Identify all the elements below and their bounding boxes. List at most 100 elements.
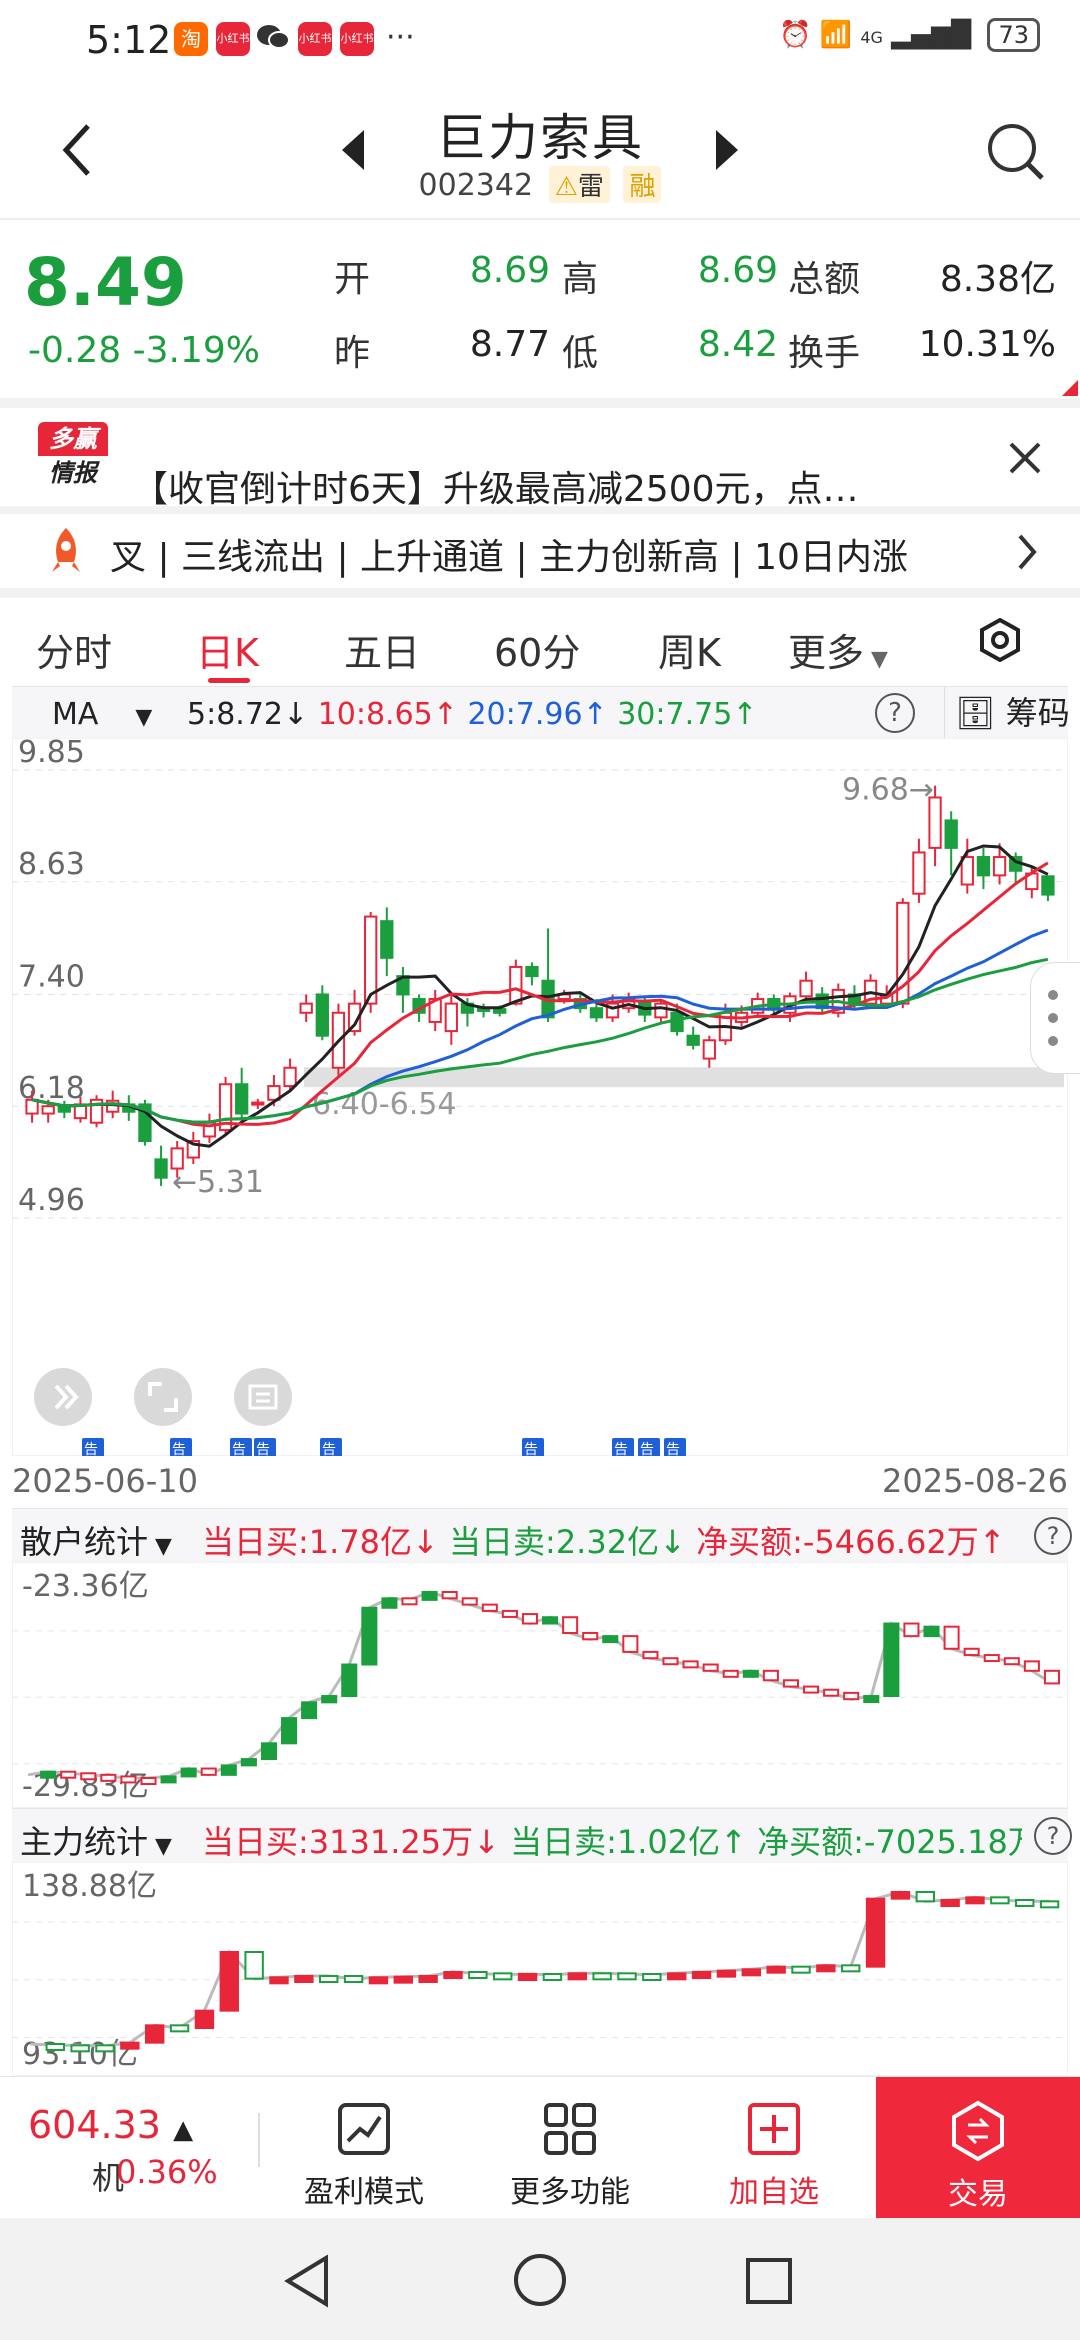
panel-bar [401, 1597, 418, 1606]
y-axis-label: 4.96 [18, 1183, 85, 1218]
start-date: 2025-06-10 [12, 1462, 198, 1500]
chip-distribution-button[interactable]: 🗄 筹码 [944, 687, 1080, 739]
candle [992, 856, 1007, 877]
kline-frame [12, 738, 1068, 1456]
add-watchlist-button[interactable]: 加自选 [694, 2099, 854, 2211]
retail-chart[interactable]: -23.36亿-29.83亿 [12, 1562, 1068, 1808]
next-stock-icon[interactable] [712, 128, 742, 172]
panel-bar [70, 2044, 90, 2053]
announcement-tag [82, 1438, 104, 1456]
tab-more[interactable]: 更多 ▼ [788, 622, 888, 677]
tab-60min[interactable]: 60分 [494, 631, 581, 675]
announcement-tag [664, 1438, 686, 1456]
nav-back-icon[interactable] [282, 2254, 332, 2308]
tab-intraday[interactable]: 分时 [36, 631, 113, 675]
panel-bar [803, 1685, 820, 1694]
close-icon[interactable] [1005, 438, 1045, 478]
help-icon[interactable]: ? [1034, 1817, 1072, 1855]
divider [0, 588, 1080, 598]
prev-stock-icon[interactable] [338, 128, 368, 172]
settings-icon[interactable] [978, 617, 1022, 663]
candle [928, 796, 942, 849]
panel-bar [95, 2044, 115, 2053]
help-icon[interactable]: ? [875, 693, 915, 733]
tab-weekly-k[interactable]: 周K [658, 631, 721, 675]
add-watchlist-label: 加自选 [729, 2175, 819, 2210]
ma30-value: 30:7.75↑ [617, 697, 758, 732]
panel-bar [169, 2024, 190, 2033]
tab-daily-k[interactable]: 日K [196, 631, 259, 675]
open-label: 开 [334, 259, 371, 300]
price-change: -0.28 -3.19% [28, 330, 260, 371]
draw-tool-icon[interactable] [234, 1368, 292, 1426]
kline-chart[interactable]: 9.858.637.406.184.966.40-6.549.68→←5.31告… [12, 738, 1068, 1456]
panel-line [27, 1590, 1053, 1780]
ma-select[interactable]: MA ▼ [52, 697, 152, 732]
panel-bar [890, 1891, 911, 1900]
divider [258, 2113, 260, 2167]
ad-logo-bottom: 情报 [49, 459, 97, 487]
high-label: 高 [562, 259, 599, 300]
candle [799, 979, 813, 998]
profit-mode-button[interactable]: 盈利模式 [284, 2099, 444, 2211]
ma-values: 5:8.72↓ 10:8.65↑ 20:7.96↑ 30:7.75↑ [187, 697, 757, 732]
lei-tag-label: 雷 [577, 172, 604, 202]
lei-tag[interactable]: ⚠雷 [548, 166, 610, 203]
panel-bar [443, 1971, 463, 1979]
more-options-handle[interactable] [1030, 962, 1080, 1074]
index-pct: 0.36% [116, 2153, 218, 2191]
panel-bar [219, 1951, 239, 2012]
panel-bar [341, 1663, 358, 1698]
help-icon[interactable]: ? [1034, 1517, 1072, 1555]
candle [267, 1085, 281, 1101]
panel-bar [1015, 1899, 1035, 1907]
ma30-line [31, 957, 1049, 1124]
panel-bar [180, 1767, 197, 1778]
ticker-text: 叉 | 三线流出 | 上升通道 | 主力创新高 | 10日内涨 [110, 537, 908, 578]
panel-bar [481, 1603, 498, 1612]
panel-frame [12, 1562, 1068, 1808]
signal-ticker[interactable]: 叉 | 三线流出 | 上升通道 | 主力创新高 | 10日内涨 [0, 514, 1080, 590]
ad-text[interactable]: 【收官倒计时6天】升级最高减2500元，点… [132, 469, 859, 510]
panel-bar [194, 2009, 215, 2030]
ma-select-label: MA [52, 697, 99, 732]
panel-bar [716, 1969, 737, 1978]
active-tab-indicator [208, 678, 250, 683]
nav-recents-icon[interactable] [744, 2256, 794, 2306]
panel-bar [260, 1742, 277, 1761]
main-stats-select[interactable]: 主力统计 ▼ [20, 1817, 172, 1863]
more-functions-button[interactable]: 更多功能 [490, 2099, 650, 2211]
candle [283, 1066, 297, 1088]
tab-five-day[interactable]: 五日 [344, 631, 421, 675]
ad-banner[interactable]: 多赢 情报 【收官倒计时6天】升级最高减2500元，点… [0, 408, 1080, 510]
panel-bar [662, 1657, 679, 1666]
candle [299, 1002, 313, 1014]
status-bar: 5:12 淘 小红书 小红书 小红书 ··· ⏰ 📶 4G ▂▄▆█ 73 [0, 0, 1080, 80]
panel-top-label: 138.88亿 [22, 1869, 157, 1904]
nav-home-icon[interactable] [512, 2252, 568, 2308]
panel-bar [1039, 1900, 1060, 1909]
search-icon[interactable] [984, 120, 1048, 184]
change-pct: -3.19% [132, 330, 260, 371]
rong-tag[interactable]: 融 [623, 166, 662, 203]
candle [186, 1140, 200, 1159]
candle [1041, 875, 1055, 896]
fullscreen-icon[interactable] [134, 1368, 192, 1426]
more-functions-label: 更多功能 [510, 2175, 630, 2210]
wechat-icon [256, 22, 290, 52]
ma20-value: 20:7.96↑ [467, 697, 608, 732]
chevron-right-icon[interactable] [1014, 532, 1040, 572]
retail-stats-select[interactable]: 散户统计 ▼ [20, 1517, 172, 1563]
panel-bar [903, 1622, 920, 1638]
retail-net: 净买额:-5466.62万↑ [696, 1523, 1006, 1561]
ad-logo: 多赢 情报 [38, 422, 108, 494]
turnover-label: 换手 [788, 333, 861, 374]
profit-mode-label: 盈利模式 [304, 2175, 424, 2210]
expand-left-icon[interactable] [34, 1368, 92, 1426]
panel-bar [602, 1635, 619, 1644]
low-label: 低 [562, 333, 599, 374]
panel-bar [782, 1679, 799, 1688]
trade-button[interactable]: 交易 [876, 2077, 1080, 2219]
back-icon[interactable] [58, 120, 98, 180]
